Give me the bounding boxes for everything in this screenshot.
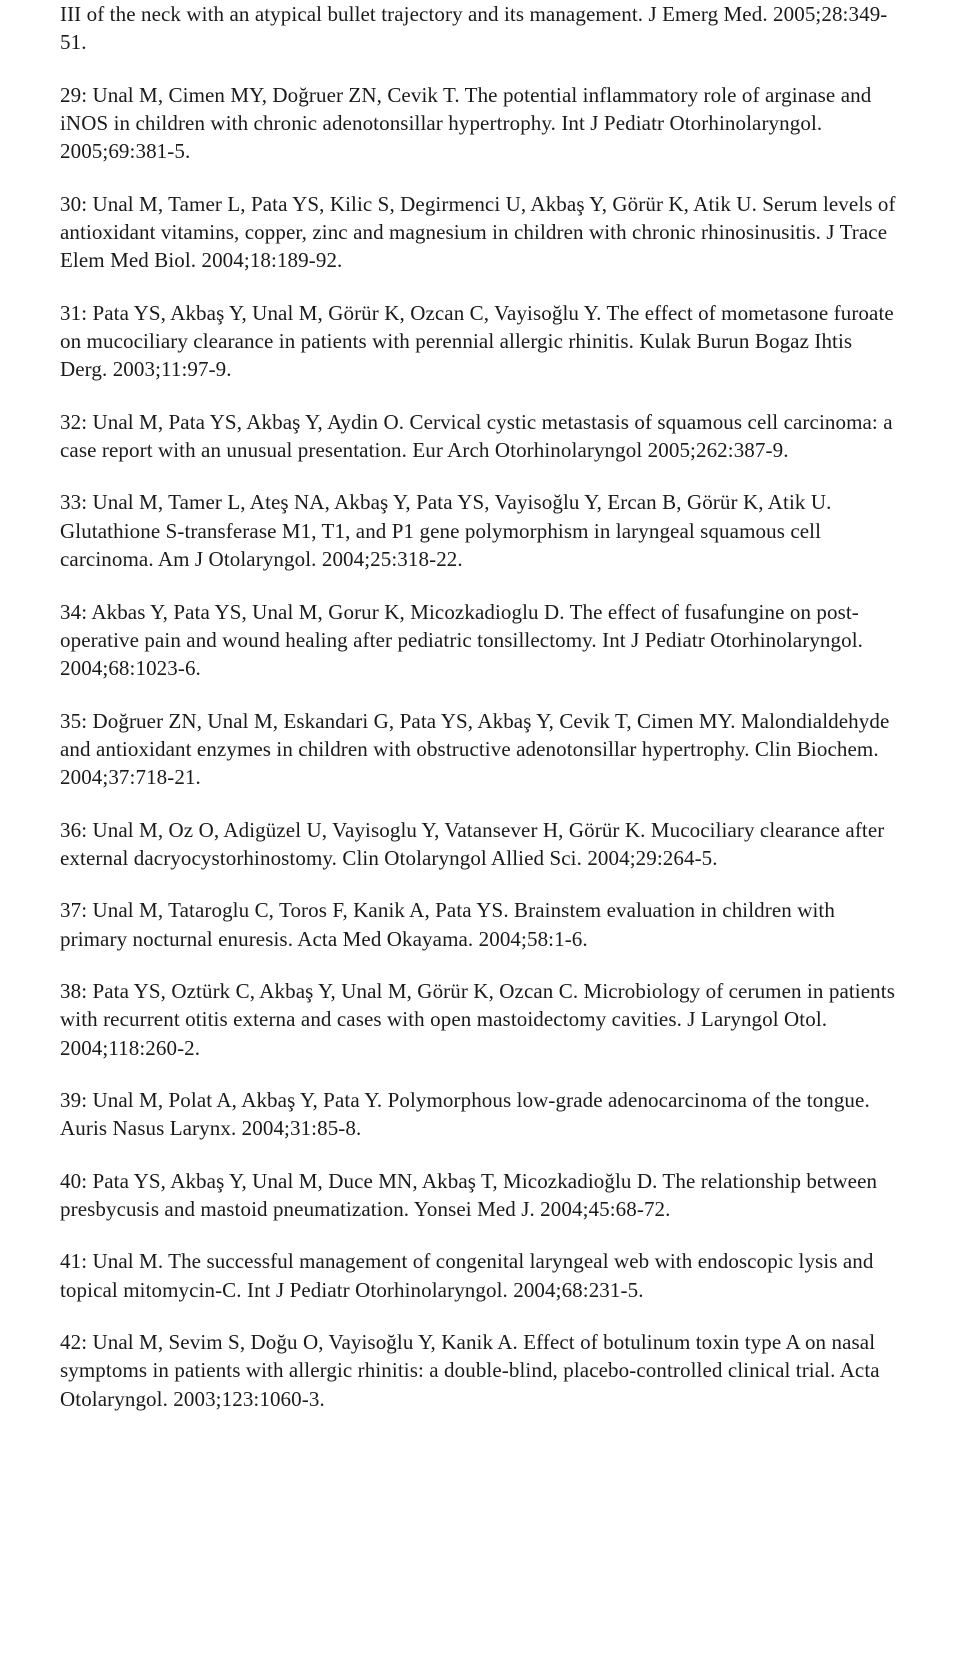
reference-item: 31: Pata YS, Akbaş Y, Unal M, Görür K, O… (60, 299, 900, 384)
reference-item: 36: Unal M, Oz O, Adigüzel U, Vayisoglu … (60, 816, 900, 873)
reference-item: 40: Pata YS, Akbaş Y, Unal M, Duce MN, A… (60, 1167, 900, 1224)
reference-item: 30: Unal M, Tamer L, Pata YS, Kilic S, D… (60, 190, 900, 275)
reference-item: 35: Doğruer ZN, Unal M, Eskandari G, Pat… (60, 707, 900, 792)
reference-item: 42: Unal M, Sevim S, Doğu O, Vayisoğlu Y… (60, 1328, 900, 1413)
reference-item: 41: Unal M. The successful management of… (60, 1247, 900, 1304)
reference-item: 29: Unal M, Cimen MY, Doğruer ZN, Cevik … (60, 81, 900, 166)
reference-item: III of the neck with an atypical bullet … (60, 0, 900, 57)
reference-item: 38: Pata YS, Oztürk C, Akbaş Y, Unal M, … (60, 977, 900, 1062)
reference-item: 33: Unal M, Tamer L, Ateş NA, Akbaş Y, P… (60, 488, 900, 573)
reference-item: 34: Akbas Y, Pata YS, Unal M, Gorur K, M… (60, 598, 900, 683)
reference-page: III of the neck with an atypical bullet … (0, 0, 960, 1487)
reference-item: 37: Unal M, Tataroglu C, Toros F, Kanik … (60, 896, 900, 953)
reference-item: 32: Unal M, Pata YS, Akbaş Y, Aydin O. C… (60, 408, 900, 465)
reference-item: 39: Unal M, Polat A, Akbaş Y, Pata Y. Po… (60, 1086, 900, 1143)
